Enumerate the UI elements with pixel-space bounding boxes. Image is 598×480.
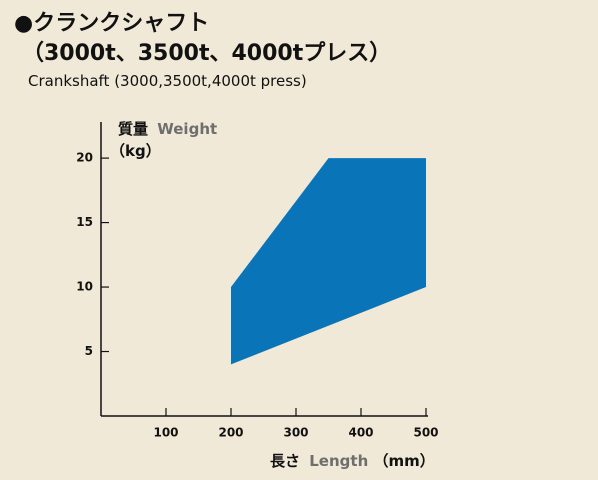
y-tick-label: 15 [76,215,93,229]
y-axis-unit: （kg） [110,142,161,160]
chart-title: ●クランクシャフト [14,11,209,36]
chart-subtitle: Crankshaft (3000,3500t,4000t press) [28,72,307,90]
y-tick-label: 20 [76,151,93,165]
x-tick-label: 300 [283,426,308,440]
area [231,158,426,365]
chart-title-line2: （3000t、3500t、4000tプレス） [22,41,391,66]
y-axis-label: 質量 Weight [118,120,217,138]
x-tick-label: 500 [413,426,438,440]
x-tick-label: 100 [153,426,178,440]
y-tick-label: 10 [76,280,93,294]
x-label-unit: （mm） [373,452,434,470]
x-axis-label: 長さ Length （mm） [270,452,435,470]
y-label-en: Weight [157,120,217,138]
x-tick-label: 400 [348,426,373,440]
y-label-ja: 質量 [118,120,148,138]
x-label-ja: 長さ [270,452,300,470]
x-label-en: Length [309,452,368,470]
y-tick-label: 5 [85,344,93,358]
x-tick-label: 200 [218,426,243,440]
